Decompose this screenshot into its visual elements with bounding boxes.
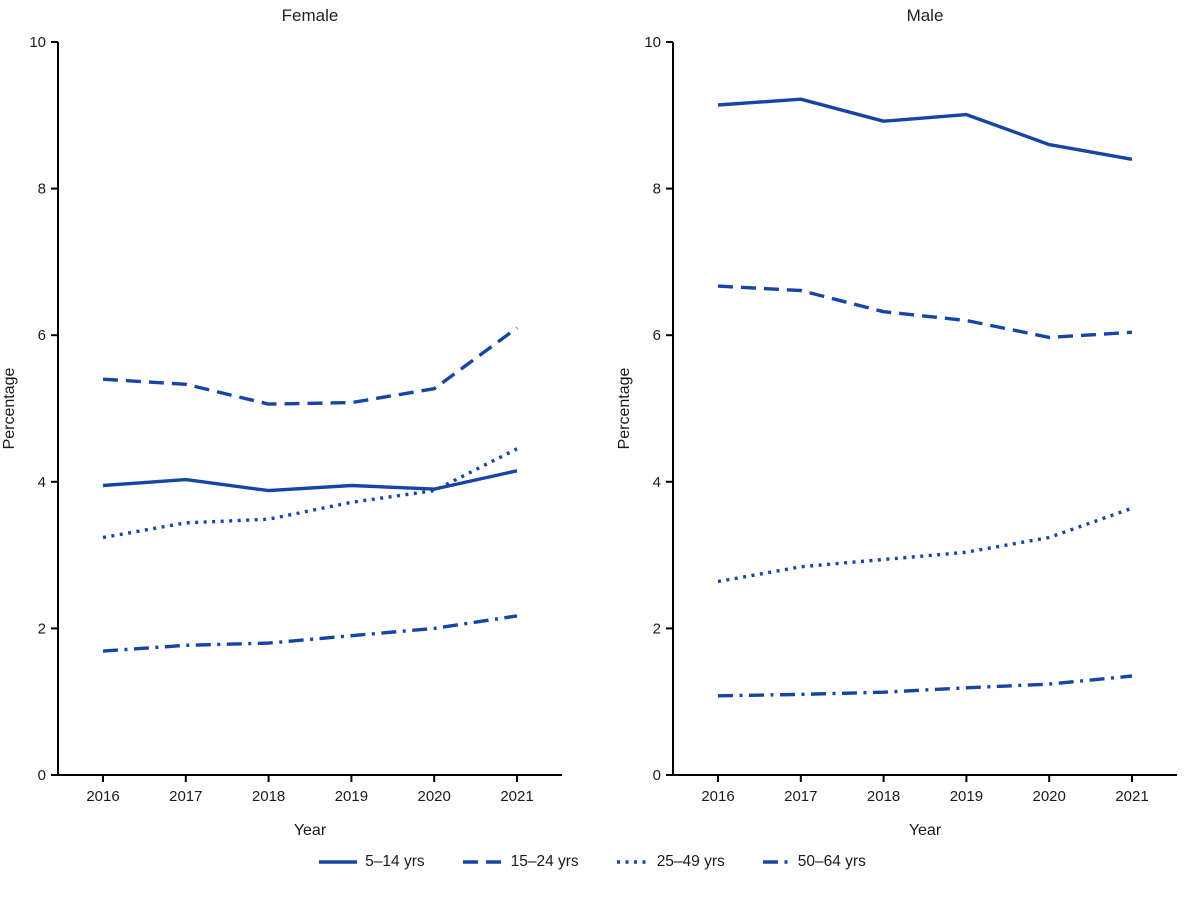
series-line-dotted bbox=[717, 506, 1133, 584]
y-tick-label: 8 bbox=[653, 181, 661, 198]
y-axis: 0 2 4 6 8 10 bbox=[29, 34, 58, 784]
legend-label: 15–24 yrs bbox=[510, 853, 579, 870]
x-tick-label: 2017 bbox=[169, 788, 202, 805]
axes bbox=[57, 42, 562, 776]
chart-legend: 5–14 yrs 15–24 yrs 25–49 yrs 50–64 yrs bbox=[0, 853, 1185, 897]
y-axis: 0 2 4 6 8 10 bbox=[644, 34, 673, 784]
series-line-dashdot bbox=[102, 614, 518, 653]
y-tick-label: 0 bbox=[653, 767, 661, 784]
y-tick-label: 2 bbox=[653, 620, 661, 637]
series-lines bbox=[102, 326, 519, 653]
x-tick-label: 2019 bbox=[950, 788, 983, 805]
series-line-solid bbox=[717, 97, 1133, 161]
x-axis: 2016 2017 2018 2019 2020 2021 bbox=[86, 775, 534, 805]
legend-item-5-14: 5–14 yrs bbox=[319, 853, 425, 871]
x-axis-title: Year bbox=[909, 822, 942, 839]
chart-female: 0 2 4 6 8 10 2016 2017 2018 2019 2020 2021 Percentag… bbox=[1, 34, 562, 839]
x-tick-label: 2020 bbox=[1033, 788, 1066, 805]
legend-swatch-solid bbox=[319, 860, 358, 864]
legend-label: 5–14 yrs bbox=[365, 853, 425, 870]
x-tick-label: 2021 bbox=[1115, 788, 1148, 805]
y-tick-label: 10 bbox=[644, 34, 661, 51]
x-tick-label: 2021 bbox=[500, 788, 533, 805]
y-axis-title: Percentage bbox=[616, 367, 633, 449]
y-tick-label: 4 bbox=[38, 474, 46, 491]
x-tick-label: 2018 bbox=[867, 788, 900, 805]
y-tick-label: 6 bbox=[38, 327, 46, 344]
x-tick-label: 2020 bbox=[418, 788, 451, 805]
legend-swatch-dotted bbox=[616, 860, 649, 864]
y-tick-label: 6 bbox=[653, 327, 661, 344]
y-tick-label: 8 bbox=[38, 181, 46, 198]
panel-title-male: Male bbox=[906, 6, 944, 25]
panel-female: Female 0 2 4 6 8 10 2016 2017 2018 2019 2020 2021 Pe… bbox=[0, 0, 570, 847]
legend-swatch-dashdot bbox=[762, 860, 790, 864]
series-line-dotted bbox=[102, 447, 518, 540]
panel-male: Male 0 2 4 6 8 10 2016 2017 2018 2019 2020 2021 Perc… bbox=[615, 0, 1185, 847]
series-line-dashed bbox=[717, 284, 1133, 340]
series-line-dashdot bbox=[717, 674, 1133, 698]
axes bbox=[672, 42, 1177, 776]
legend-item-25-49: 25–49 yrs bbox=[616, 853, 725, 871]
legend-item-15-24: 15–24 yrs bbox=[462, 853, 579, 871]
x-tick-label: 2018 bbox=[252, 788, 285, 805]
series-line-solid bbox=[102, 469, 518, 493]
x-axis-title: Year bbox=[294, 822, 327, 839]
x-tick-label: 2016 bbox=[86, 788, 119, 805]
chart-panels: Female 0 2 4 6 8 10 2016 2017 2018 2019 2020 2021 Pe… bbox=[0, 0, 1185, 847]
x-tick-label: 2016 bbox=[701, 788, 734, 805]
y-axis-title: Percentage bbox=[1, 367, 18, 449]
legend-label: 50–64 yrs bbox=[797, 853, 866, 870]
series-line-dashed bbox=[102, 326, 519, 406]
y-tick-label: 2 bbox=[38, 620, 46, 637]
legend-item-50-64: 50–64 yrs bbox=[762, 853, 866, 871]
chart-male: 0 2 4 6 8 10 2016 2017 2018 2019 2020 2021 Percentag… bbox=[616, 34, 1177, 839]
y-tick-label: 10 bbox=[29, 34, 46, 51]
legend-swatch-dashed bbox=[462, 860, 503, 864]
y-tick-label: 4 bbox=[653, 474, 661, 491]
series-lines bbox=[717, 97, 1133, 698]
y-tick-label: 0 bbox=[38, 767, 46, 784]
legend-label: 25–49 yrs bbox=[656, 853, 725, 870]
x-axis: 2016 2017 2018 2019 2020 2021 bbox=[701, 775, 1149, 805]
panel-title-female: Female bbox=[281, 6, 339, 25]
x-tick-label: 2017 bbox=[784, 788, 817, 805]
x-tick-label: 2019 bbox=[335, 788, 368, 805]
